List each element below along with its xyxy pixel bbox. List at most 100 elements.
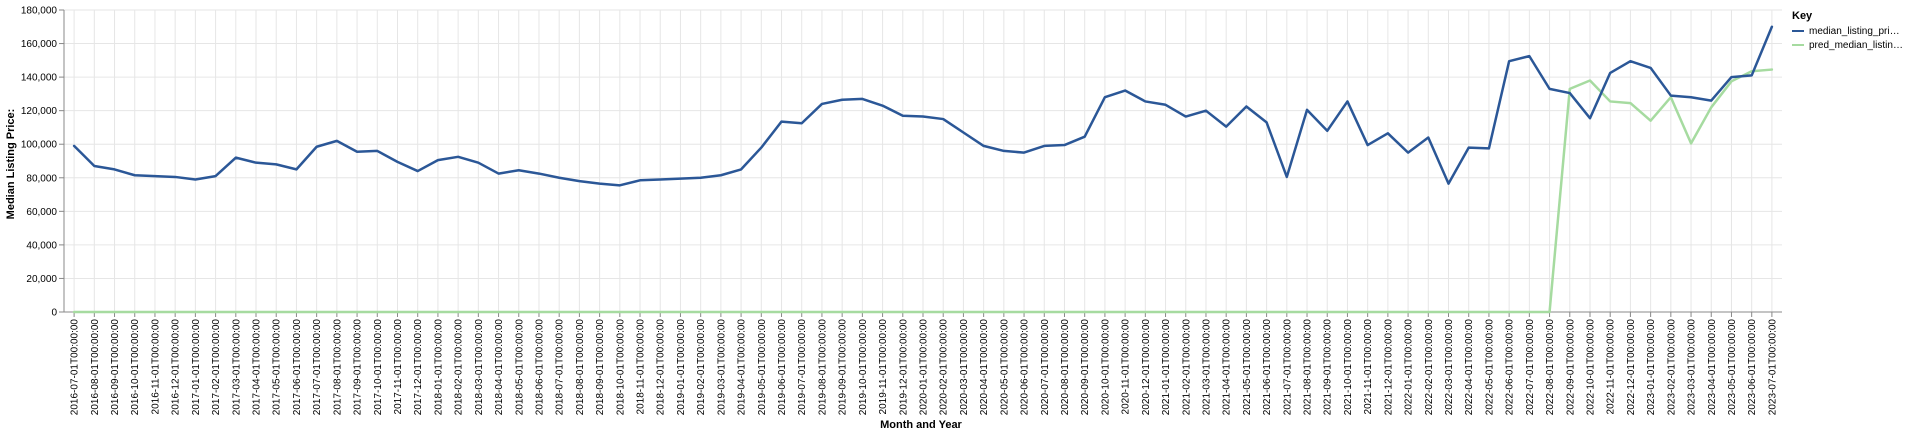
x-tick-label: 2016-08-01T00:00:00 [90,319,101,416]
legend-title: Key [1792,10,1813,22]
x-tick-label: 2020-01-01T00:00:00 [919,319,930,416]
y-tick-label: 20,000 [26,274,57,285]
x-tick-label: 2019-04-01T00:00:00 [737,319,748,416]
x-tick-label: 2022-03-01T00:00:00 [1444,319,1455,416]
y-axis: 0 20,000 40,000 60,000 80,000 100,000 120,000 1… [21,6,64,319]
x-tick-label: 2017-12-01T00:00:00 [413,319,424,416]
y-tick-label: 180,000 [21,6,58,17]
x-tick-label: 2018-06-01T00:00:00 [534,319,545,416]
x-tick-label: 2021-11-01T00:00:00 [1363,319,1374,415]
x-tick-label: 2018-12-01T00:00:00 [656,319,667,416]
x-tick-label: 2023-03-01T00:00:00 [1687,319,1698,416]
y-tick-label: 80,000 [26,173,57,184]
x-tick-label: 2021-12-01T00:00:00 [1383,319,1394,416]
x-tick-label: 2023-05-01T00:00:00 [1727,319,1738,416]
x-tick-label: 2019-03-01T00:00:00 [716,319,727,416]
x-tick-label: 2017-10-01T00:00:00 [373,319,384,416]
gridlines [64,10,1782,312]
x-tick-label: 2017-02-01T00:00:00 [211,319,222,416]
x-tick-label: 2021-06-01T00:00:00 [1262,319,1273,416]
x-tick-label: 2020-04-01T00:00:00 [979,319,990,416]
x-tick-label: 2022-09-01T00:00:00 [1565,319,1576,416]
x-axis: 2016-07-01T00:00:00 2016-08-01T00:00:00 20… [64,312,1782,415]
legend: Key median_listing_pri… pred_median_list… [1792,10,1903,51]
x-tick-label: 2017-03-01T00:00:00 [231,319,242,416]
x-tick-label: 2020-08-01T00:00:00 [1060,319,1071,416]
x-tick-label: 2022-05-01T00:00:00 [1484,319,1495,416]
x-tick-label: 2020-07-01T00:00:00 [1040,319,1051,416]
x-tick-label: 2023-04-01T00:00:00 [1707,319,1718,416]
x-tick-label: 2022-02-01T00:00:00 [1424,319,1435,416]
x-tick-label: 2018-07-01T00:00:00 [555,319,566,416]
x-tick-label: 2017-01-01T00:00:00 [191,319,202,416]
x-tick-label: 2017-11-01T00:00:00 [393,319,404,415]
x-tick-label: 2017-08-01T00:00:00 [332,319,343,416]
x-tick-label: 2022-12-01T00:00:00 [1626,319,1637,416]
y-tick-label: 100,000 [21,140,58,151]
x-tick-label: 2022-11-01T00:00:00 [1606,319,1617,415]
x-tick-label: 2021-05-01T00:00:00 [1242,319,1253,416]
x-tick-label: 2018-09-01T00:00:00 [595,319,606,416]
x-tick-label: 2023-07-01T00:00:00 [1767,319,1778,416]
x-tick-label: 2020-05-01T00:00:00 [999,319,1010,416]
x-tick-label: 2018-04-01T00:00:00 [494,319,505,416]
x-tick-label: 2020-12-01T00:00:00 [1141,319,1152,416]
x-tick-label: 2016-11-01T00:00:00 [150,319,161,415]
x-tick-label: 2019-02-01T00:00:00 [696,319,707,416]
x-tick-label: 2017-05-01T00:00:00 [272,319,283,416]
x-tick-label: 2018-01-01T00:00:00 [433,319,444,416]
x-tick-label: 2020-11-01T00:00:00 [1121,319,1132,415]
x-tick-label: 2017-06-01T00:00:00 [292,319,303,416]
x-axis-title: Month and Year [880,419,962,431]
legend-label-median-listing-price: median_listing_pri… [1809,26,1900,37]
x-tick-label: 2018-08-01T00:00:00 [575,319,586,416]
x-tick-label: 2021-01-01T00:00:00 [1161,319,1172,416]
x-tick-label: 2016-09-01T00:00:00 [110,319,121,416]
y-tick-label: 140,000 [21,73,58,84]
x-tick-label: 2020-09-01T00:00:00 [1080,319,1091,416]
x-tick-label: 2019-07-01T00:00:00 [797,319,808,416]
x-tick-label: 2018-05-01T00:00:00 [514,319,525,416]
x-tick-label: 2017-07-01T00:00:00 [312,319,323,416]
x-tick-label: 2021-03-01T00:00:00 [1201,319,1212,416]
x-tick-label: 2016-07-01T00:00:00 [70,319,81,416]
x-tick-label: 2019-05-01T00:00:00 [757,319,768,416]
y-tick-label: 60,000 [26,207,57,218]
x-tick-label: 2022-06-01T00:00:00 [1505,319,1516,416]
x-tick-label: 2021-09-01T00:00:00 [1323,319,1334,416]
x-tick-label: 2023-02-01T00:00:00 [1666,319,1677,416]
x-tick-label: 2022-04-01T00:00:00 [1464,319,1475,416]
y-tick-label: 40,000 [26,240,57,251]
x-tick-label: 2021-07-01T00:00:00 [1282,319,1293,416]
x-tick-label: 2022-01-01T00:00:00 [1404,319,1415,416]
x-tick-label: 2016-10-01T00:00:00 [130,319,141,416]
x-tick-label: 2018-10-01T00:00:00 [615,319,626,416]
y-tick-label: 120,000 [21,106,58,117]
x-tick-label: 2021-08-01T00:00:00 [1303,319,1314,416]
x-tick-label: 2019-12-01T00:00:00 [898,319,909,416]
x-tick-label: 2019-11-01T00:00:00 [878,319,889,415]
x-tick-label: 2017-09-01T00:00:00 [353,319,364,416]
x-tick-label: 2018-11-01T00:00:00 [636,319,647,415]
x-tick-label: 2018-02-01T00:00:00 [454,319,465,416]
x-tick-label: 2016-12-01T00:00:00 [171,319,182,416]
x-tick-label: 2019-09-01T00:00:00 [838,319,849,416]
x-tick-label: 2019-10-01T00:00:00 [858,319,869,416]
x-tick-label: 2019-08-01T00:00:00 [817,319,828,416]
y-axis-title: Median Listing Price: [5,109,17,220]
y-tick-label: 160,000 [21,39,58,50]
x-tick-label: 2020-02-01T00:00:00 [939,319,950,416]
x-tick-label: 2023-01-01T00:00:00 [1646,319,1657,416]
x-tick-label: 2021-02-01T00:00:00 [1181,319,1192,416]
y-tick-label: 0 [51,308,57,319]
x-tick-label: 2022-10-01T00:00:00 [1585,319,1596,416]
x-tick-label: 2020-06-01T00:00:00 [1020,319,1031,416]
x-tick-label: 2017-04-01T00:00:00 [252,319,263,416]
x-tick-label: 2022-08-01T00:00:00 [1545,319,1556,416]
x-tick-label: 2022-07-01T00:00:00 [1525,319,1536,416]
x-tick-label: 2021-04-01T00:00:00 [1222,319,1233,416]
x-tick-label: 2020-10-01T00:00:00 [1100,319,1111,416]
legend-label-pred-median-listing-price: pred_median_listin… [1809,40,1903,51]
x-tick-label: 2019-01-01T00:00:00 [676,319,687,416]
